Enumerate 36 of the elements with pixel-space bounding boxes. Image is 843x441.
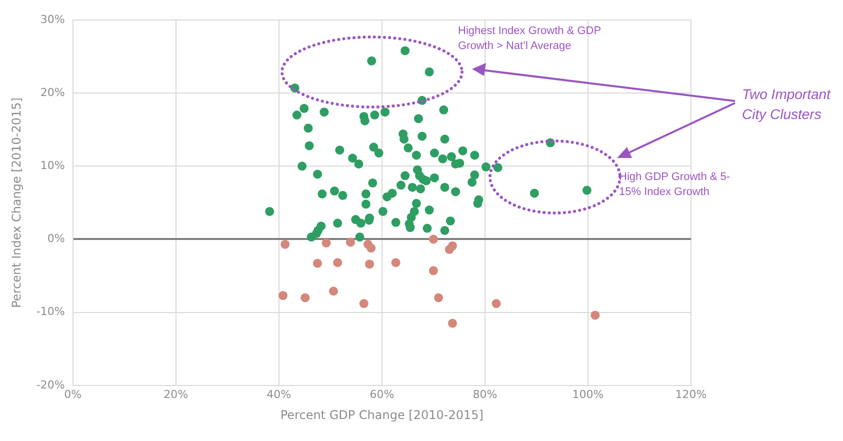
point [391,258,400,268]
y-tick-label: 10% [40,159,65,172]
y-tick-label: 30% [40,12,65,26]
point [333,258,342,268]
x-tick-label: 120% [675,388,707,401]
point [365,260,374,269]
point [322,238,331,248]
annotation: Highest Index Growth & GDP Growth > Nat’l Average [458,24,602,54]
x-tick-label: 60% [370,388,394,401]
x-tick-label: 40% [266,388,292,401]
point [280,240,290,249]
point [346,238,355,247]
x-axis-title: Percent GDP Change [2010-2015] [280,408,484,422]
x-tick-label: 0% [64,388,82,401]
point [366,244,376,253]
point [590,310,600,320]
x-tick-label: 100% [572,388,604,401]
y-tick-label: -20% [36,378,65,392]
point [428,266,438,276]
y-axis-title: Percent Index Change [2010-2015] [9,98,24,308]
x-tick-label: 20% [164,388,188,401]
point [448,318,457,328]
point [492,299,501,308]
point [328,286,338,296]
point [444,244,454,254]
point [278,291,288,300]
point [428,234,438,244]
point [434,293,444,302]
y-tick-label: 20% [40,86,65,99]
point [300,293,310,302]
y-tick-label: -10% [36,305,65,318]
x-tick-label: 80% [472,388,498,401]
text: Two Important City Clusters [742,85,832,124]
point [359,299,368,308]
point [313,258,322,268]
y-tick-label: 0% [47,232,65,246]
